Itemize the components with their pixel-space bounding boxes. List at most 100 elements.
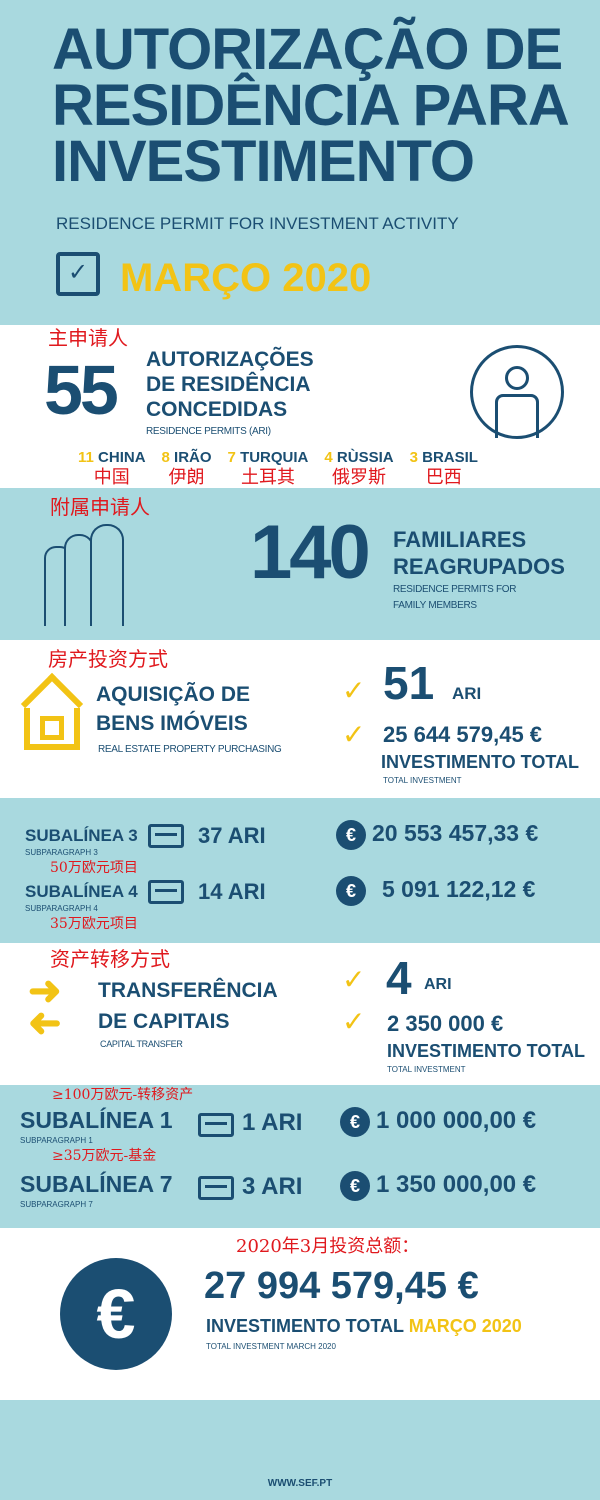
country-item: 8 IRÃO 伊朗 xyxy=(162,449,212,488)
capital-ari-count: 4 xyxy=(386,952,412,1004)
country-name: CHINA xyxy=(98,449,146,466)
family-title: FAMILIARES REAGRUPADOS xyxy=(393,526,565,580)
title-line: AQUISIÇÃO DE xyxy=(96,683,251,706)
real-estate-ari-count: 51 xyxy=(383,657,435,709)
country-list: 11 CHINA 中国 8 IRÃO 伊朗 7 TURQUIA 土耳其 4 RÙSSIA 俄罗… xyxy=(78,449,478,488)
country-count: 7 xyxy=(227,449,236,466)
real-estate-title: AQUISIÇÃO DE BENS IMÓVEIS xyxy=(96,680,250,738)
row-ari: 1 ARI xyxy=(242,1109,303,1136)
annotation: ≥35万欧元-基金 xyxy=(52,1148,157,1164)
title-line: BENS IMÓVEIS xyxy=(96,712,248,735)
row-ari: 3 ARI xyxy=(242,1173,303,1200)
header: AUTORIZAÇÃO DE RESIDÊNCIA PARA INVESTIME… xyxy=(0,0,600,325)
row-sub: SUBPARAGRAPH 4 xyxy=(25,904,98,913)
check-icon: ✓ xyxy=(342,675,366,706)
annotation: 35万欧元项目 xyxy=(50,916,138,932)
real-estate-amount: 25 644 579,45 € xyxy=(383,722,543,747)
euro-icon: € xyxy=(60,1258,172,1370)
annotation: ≥100万欧元-转移资产 xyxy=(52,1087,194,1103)
country-count: 8 xyxy=(161,449,170,466)
row-label: SUBALÍNEA 4 xyxy=(25,882,138,901)
row-label: SUBALÍNEA 1 xyxy=(20,1107,173,1133)
subtitle-line: FAMILY MEMBERS xyxy=(393,600,477,611)
row-sub: SUBPARAGRAPH 7 xyxy=(20,1200,93,1209)
country-count: 4 xyxy=(324,449,333,466)
row-sub: SUBPARAGRAPH 1 xyxy=(20,1136,93,1145)
country-count: 3 xyxy=(409,449,418,466)
country-item: 4 RÙSSIA 俄罗斯 xyxy=(324,449,393,488)
capital-title: TRANSFERÊNCIA DE CAPITAIS xyxy=(98,975,278,1037)
total-label: INVESTIMENTO TOTAL xyxy=(381,752,580,772)
row-label: SUBALÍNEA 7 xyxy=(20,1171,173,1197)
total-label: INVESTIMENTO TOTAL MARÇO 2020 xyxy=(206,1316,522,1337)
family-icon xyxy=(38,524,138,628)
country-item: 3 BRASIL 巴西 xyxy=(410,449,478,488)
euro-icon: € xyxy=(340,1171,370,1201)
check-icon: ✓ xyxy=(342,1006,366,1037)
total-sub: TOTAL INVESTMENT xyxy=(387,1065,466,1074)
capital-transfer-section: 资产转移方式 ➜ ➜ TRANSFERÊNCIA DE CAPITAIS CAPI… xyxy=(0,943,600,1085)
country-name-zh: 中国 xyxy=(93,467,130,488)
title-line: AUTORIZAÇÃO DE xyxy=(52,17,563,82)
country-name-zh: 俄罗斯 xyxy=(331,467,386,488)
total-sub: TOTAL INVESTMENT MARCH 2020 xyxy=(206,1342,336,1351)
check-icon: ✓ xyxy=(342,964,366,995)
euro-icon: € xyxy=(340,1107,370,1137)
row-amount: 5 091 122,12 € xyxy=(382,876,536,902)
row-label: SUBALÍNEA 3 xyxy=(25,826,138,845)
card-icon xyxy=(148,824,184,848)
total-label-text: INVESTIMENTO TOTAL xyxy=(206,1316,404,1336)
country-item: 7 TURQUIA 土耳其 xyxy=(228,449,309,488)
real-estate-section: 房产投资方式 AQUISIÇÃO DE BENS IMÓVEIS REAL ES… xyxy=(0,640,600,798)
total-sub: TOTAL INVESTMENT xyxy=(383,776,462,785)
country-name-zh: 土耳其 xyxy=(240,467,295,488)
country-count: 11 xyxy=(78,449,94,466)
main-subtitle: RESIDENCE PERMITS (ARI) xyxy=(146,426,271,437)
calendar-check-icon: ✓ xyxy=(56,252,100,296)
month-label: MARÇO 2020 xyxy=(120,256,372,300)
country-name-zh: 伊朗 xyxy=(168,467,205,488)
country-name-zh: 巴西 xyxy=(425,467,462,488)
real-estate-subtitle: REAL ESTATE PROPERTY PURCHASING xyxy=(98,744,282,755)
title-line: FAMILIARES xyxy=(393,527,527,552)
row-amount: 1 000 000,00 € xyxy=(376,1107,537,1134)
country-item: 11 CHINA 中国 xyxy=(78,449,146,488)
country-name: RÙSSIA xyxy=(336,449,394,466)
total-amount: 27 994 579,45 € xyxy=(204,1265,479,1307)
card-icon xyxy=(198,1176,234,1200)
real-estate-subparagraphs: SUBALÍNEA 3 SUBPARAGRAPH 3 50万欧元项目 37 AR… xyxy=(0,798,600,943)
subtitle: RESIDENCE PERMIT FOR INVESTMENT ACTIVITY xyxy=(56,214,459,233)
annotation: 资产转移方式 xyxy=(50,947,170,971)
card-icon xyxy=(148,880,184,904)
total-section: € 2020年3月投资总额： 27 994 579,45 € INVESTIME… xyxy=(0,1228,600,1400)
title-line: REAGRUPADOS xyxy=(393,554,565,579)
annotation: 房产投资方式 xyxy=(48,647,168,671)
capital-amount: 2 350 000 € xyxy=(387,1011,504,1036)
card-icon xyxy=(198,1113,234,1137)
main-count: 55 xyxy=(44,351,119,429)
family-count: 140 xyxy=(250,510,371,595)
total-label: INVESTIMENTO TOTAL xyxy=(387,1041,586,1061)
title-line: AUTORIZAÇÕES xyxy=(146,348,314,371)
row-ari: 14 ARI xyxy=(198,879,266,904)
title-line: RESIDÊNCIA PARA xyxy=(52,73,570,138)
row-amount: 1 350 000,00 € xyxy=(376,1171,537,1198)
title-line: TRANSFERÊNCIA xyxy=(98,979,278,1002)
total-label-month: MARÇO 2020 xyxy=(408,1316,522,1336)
title-line: DE CAPITAIS xyxy=(98,1010,230,1033)
main-title: AUTORIZAÇÕES DE RESIDÊNCIA CONCEDIDAS xyxy=(146,347,314,422)
check-icon: ✓ xyxy=(342,719,366,750)
country-name: IRÃO xyxy=(174,449,212,466)
ari-label: ARI xyxy=(424,976,452,993)
family-subtitle: RESIDENCE PERMITS FOR FAMILY MEMBERS xyxy=(393,582,516,614)
annotation: 50万欧元项目 xyxy=(50,860,138,876)
page-title: AUTORIZAÇÃO DE RESIDÊNCIA PARA INVESTIME… xyxy=(52,17,570,191)
row-amount: 20 553 457,33 € xyxy=(372,820,539,846)
transfer-arrows-icon: ➜ ➜ xyxy=(28,969,62,1045)
country-name: TURQUIA xyxy=(240,449,309,466)
capital-subparagraphs: ≥100万欧元-转移资产 SUBALÍNEA 1 SUBPARAGRAPH 1 … xyxy=(0,1085,600,1228)
family-section: 附属申请人 140 FAMILIARES REAGRUPADOS RESIDEN… xyxy=(0,488,600,640)
row-sub: SUBPARAGRAPH 3 xyxy=(25,848,98,857)
subtitle-line: RESIDENCE PERMITS FOR xyxy=(393,584,517,595)
website-link[interactable]: WWW.SEF.PT xyxy=(267,1478,333,1489)
